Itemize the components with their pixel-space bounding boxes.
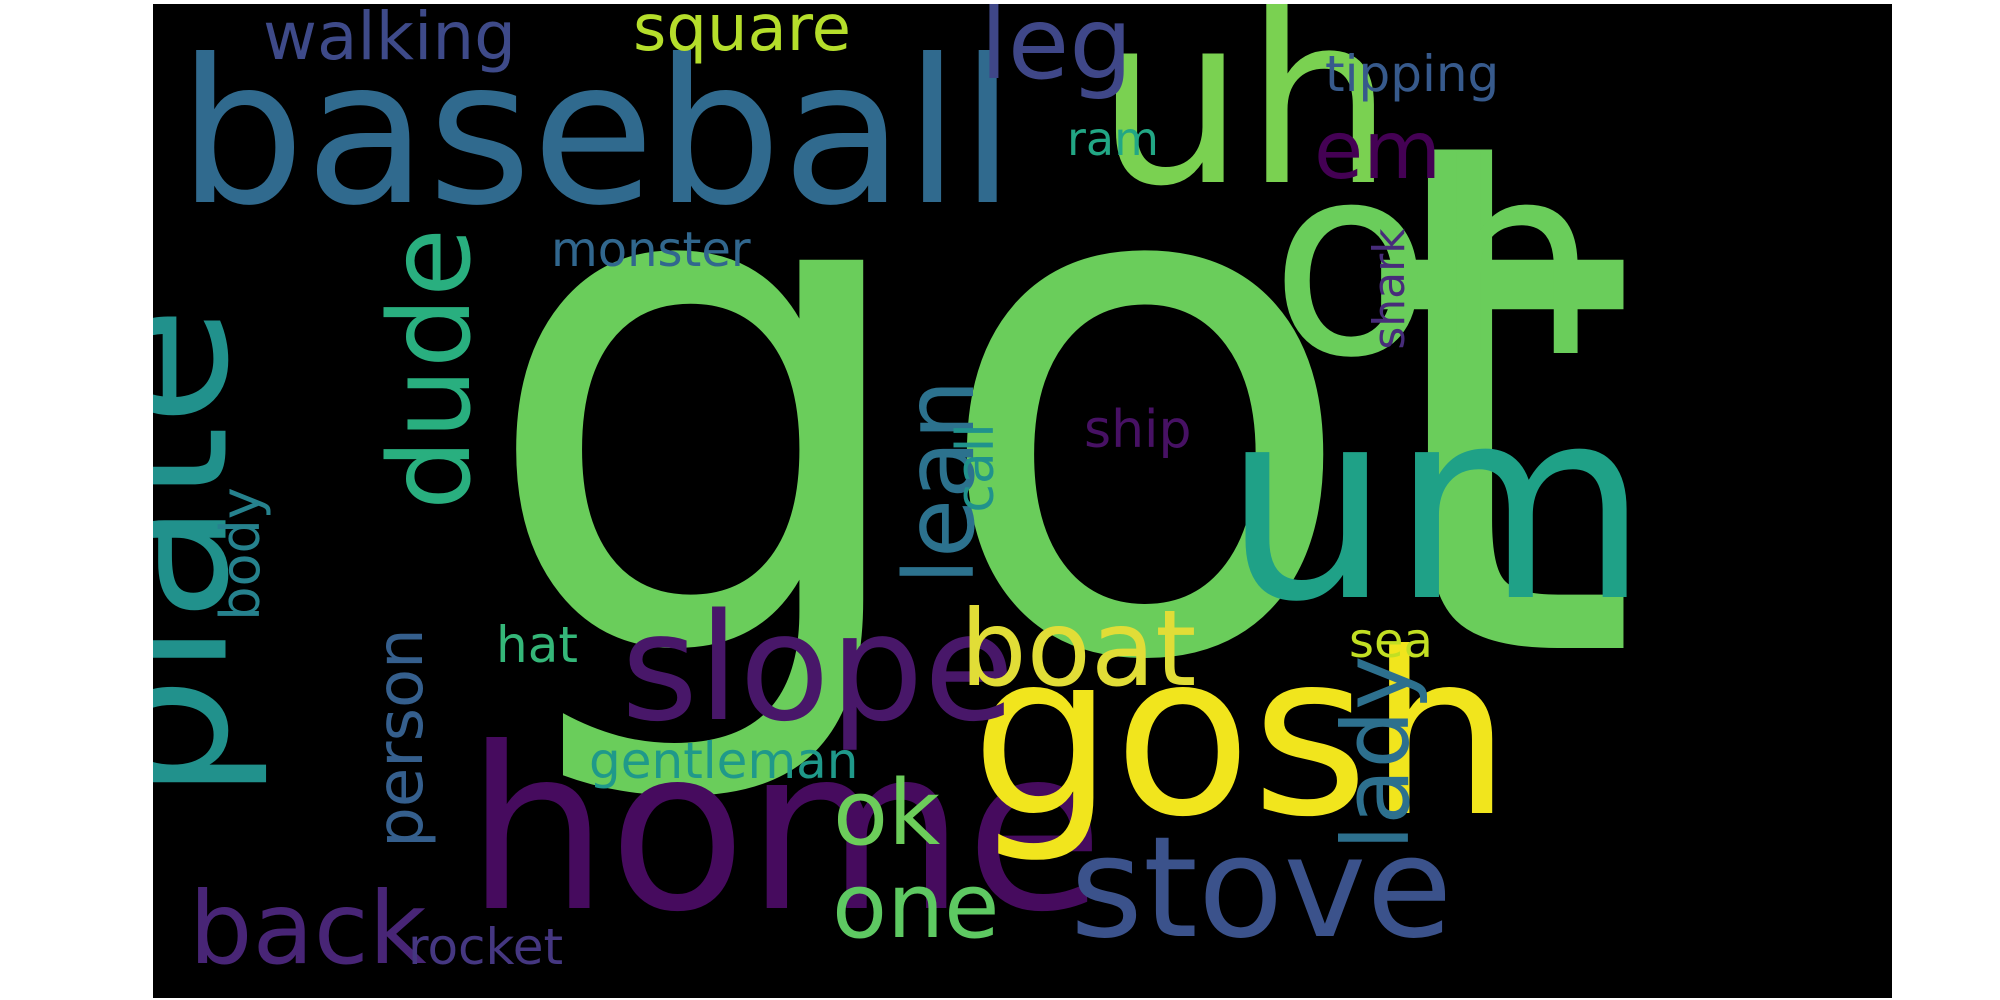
word-monster: monster bbox=[551, 222, 751, 278]
word-call: call bbox=[946, 423, 1006, 513]
word-uh: uh bbox=[1096, 4, 1394, 238]
word-baseball: baseball bbox=[178, 17, 1016, 250]
word-tipping: tipping bbox=[1325, 45, 1500, 103]
word-back: back bbox=[189, 870, 427, 987]
word-rocket: rocket bbox=[408, 918, 564, 976]
word-gentleman: gentleman bbox=[589, 732, 859, 790]
word-home: home bbox=[466, 700, 1104, 962]
word-body: body bbox=[209, 487, 272, 621]
word-lady: lady bbox=[1323, 655, 1430, 851]
word-gosh: gosh bbox=[971, 605, 1512, 867]
word-one: one bbox=[832, 854, 1000, 959]
word-leg: leg bbox=[980, 4, 1133, 102]
word-square: square bbox=[633, 4, 852, 66]
word-shark: shark bbox=[1364, 228, 1415, 350]
word-hat: hat bbox=[496, 616, 578, 674]
word-person: person bbox=[364, 628, 438, 848]
word-ram: ram bbox=[1067, 112, 1159, 166]
word-walking: walking bbox=[263, 4, 517, 75]
word-oh: oh bbox=[1270, 108, 1601, 416]
word-sea: sea bbox=[1349, 613, 1433, 669]
word-cloud-panel: got baseball home oh um uh gosh slope st… bbox=[153, 4, 1892, 998]
word-dude: dude bbox=[366, 227, 496, 511]
word-ship: ship bbox=[1084, 400, 1192, 460]
word-em: em bbox=[1314, 104, 1442, 197]
word-stove: stove bbox=[1070, 807, 1453, 970]
word-got: got bbox=[477, 4, 1641, 816]
word-ok: ok bbox=[833, 761, 941, 866]
word-boat: boat bbox=[960, 588, 1197, 710]
word-slope: slope bbox=[621, 582, 1015, 754]
word-um: um bbox=[1223, 352, 1650, 660]
